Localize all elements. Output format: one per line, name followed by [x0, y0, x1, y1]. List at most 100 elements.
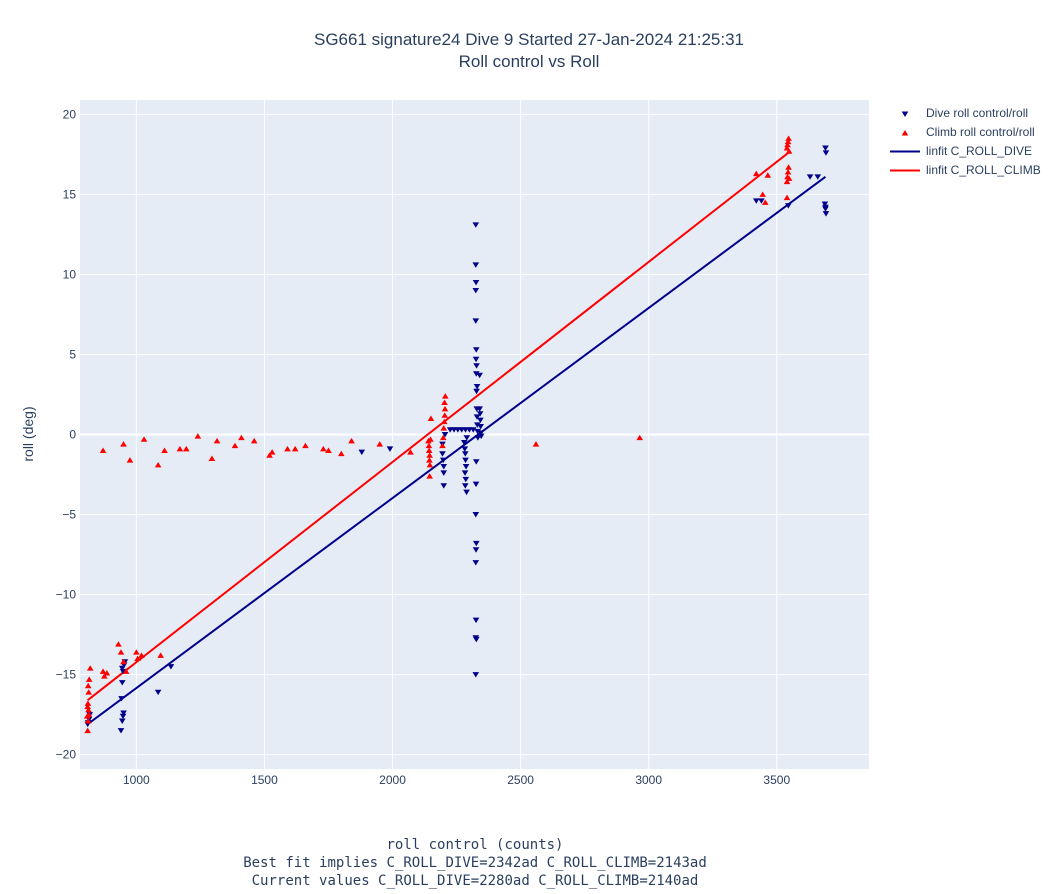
climb-marker	[376, 441, 384, 447]
dive-marker	[474, 428, 481, 435]
dive-marker	[119, 713, 127, 720]
dive-marker	[460, 440, 468, 446]
dive-marker	[439, 451, 446, 457]
current-values-note: Current values C_ROLL_DIVE=2280ad C_ROLL…	[251, 873, 699, 889]
y-tick-label: 15	[63, 187, 77, 201]
climb-marker	[83, 713, 91, 719]
dive-marker	[476, 406, 483, 412]
climb-marker	[425, 442, 433, 449]
climb-marker	[426, 473, 433, 479]
dive-marker	[462, 476, 470, 483]
dive-marker	[117, 728, 125, 734]
fit-line	[87, 176, 827, 725]
dive-marker	[472, 547, 480, 553]
climb-marker	[427, 436, 434, 442]
climb-marker	[783, 178, 791, 185]
climb-marker	[337, 450, 345, 457]
chart-title: SG661 signature24 Dive 9 Started 27-Jan-…	[313, 30, 744, 49]
climb-marker	[425, 447, 433, 453]
dive-marker	[474, 435, 482, 441]
dive-marker	[472, 279, 480, 286]
dive-marker	[461, 470, 469, 476]
dive-marker	[462, 464, 470, 470]
dive-marker	[473, 363, 480, 369]
dive-marker	[440, 470, 448, 476]
climb-marker	[759, 191, 766, 197]
climb-marker	[761, 199, 769, 205]
dive-marker	[472, 672, 480, 678]
climb-marker	[302, 442, 309, 449]
climb-marker	[440, 418, 448, 425]
dive-marker	[822, 150, 830, 156]
dive-marker	[472, 287, 480, 294]
climb-marker	[439, 442, 446, 449]
climb-marker	[440, 425, 448, 431]
dive-marker	[118, 665, 126, 672]
x-tick-label: 1500	[251, 773, 278, 787]
dive-marker	[154, 689, 162, 696]
legend-label: Climb roll control/roll	[926, 125, 1035, 139]
climb-marker	[85, 676, 93, 682]
climb-marker	[85, 706, 92, 713]
climb-marker	[785, 164, 792, 170]
best-fit-note: Best fit implies C_ROLL_DIVE=2342ad C_RO…	[243, 855, 707, 871]
dive-marker	[461, 446, 469, 452]
x-tick-label: 3500	[763, 773, 790, 787]
dive-marker	[472, 318, 480, 324]
climb-marker	[134, 655, 141, 662]
climb-marker	[784, 138, 792, 145]
climb-marker	[783, 194, 791, 201]
dive-marker	[440, 483, 448, 489]
climb-marker	[785, 148, 793, 154]
legend-label: Dive roll control/roll	[926, 106, 1029, 120]
dive-marker	[474, 422, 481, 428]
dive-marker	[473, 384, 481, 390]
y-tick-labels: −20 −15 −10 −5 0 5 10 15 20	[56, 107, 77, 761]
climb-marker	[140, 436, 148, 442]
climb-marker	[213, 437, 221, 444]
data-markers	[83, 135, 830, 734]
climb-marker	[441, 405, 449, 412]
dive-marker	[118, 680, 126, 686]
dive-marker	[472, 481, 480, 488]
y-tick-label: −5	[62, 508, 76, 522]
climb-marker	[84, 682, 92, 689]
climb-marker	[176, 445, 184, 452]
climb-marker	[122, 668, 130, 674]
dive-marker	[822, 211, 830, 217]
dive-marker	[472, 540, 480, 547]
climb-marker	[764, 172, 772, 178]
climb-marker	[183, 445, 190, 452]
climb-marker	[785, 175, 793, 181]
dive-marker	[439, 457, 447, 464]
climb-marker	[426, 457, 433, 463]
dive-marker	[469, 427, 477, 433]
climb-marker	[84, 718, 92, 724]
dive-marker	[752, 198, 760, 204]
dive-marker	[472, 512, 480, 518]
dive-marker	[477, 433, 485, 440]
climb-marker	[115, 641, 122, 647]
dive-marker	[814, 174, 822, 180]
dive-marker	[472, 222, 480, 228]
climb-marker	[636, 434, 644, 441]
y-tick-label: 10	[63, 267, 77, 281]
climb-marker	[532, 441, 540, 447]
y-tick-label: −15	[56, 668, 77, 682]
dive-marker	[119, 668, 127, 675]
triangle-up-icon	[901, 130, 909, 136]
dive-marker	[167, 664, 175, 670]
climb-marker	[284, 445, 291, 452]
dive-marker	[472, 617, 480, 624]
climb-marker	[441, 393, 449, 399]
fit-lines	[87, 152, 827, 725]
y-axis-label: roll (deg)	[20, 406, 36, 462]
dive-marker	[822, 145, 829, 151]
dive-marker	[822, 204, 829, 211]
climb-marker	[441, 412, 449, 418]
dive-marker	[440, 464, 448, 470]
climb-marker	[439, 434, 447, 441]
climb-marker	[157, 652, 164, 658]
climb-marker	[250, 437, 258, 444]
climb-marker	[238, 434, 245, 441]
